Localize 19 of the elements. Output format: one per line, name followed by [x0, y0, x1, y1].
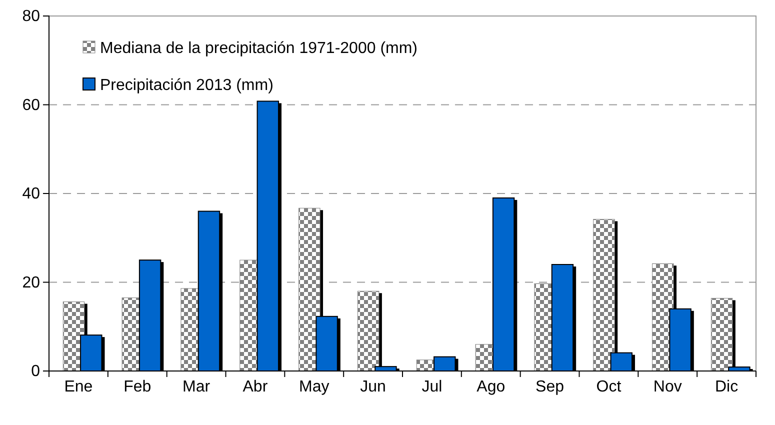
x-tick-label: Jun [360, 378, 386, 396]
legend-label: Mediana de la precipitación 1971-2000 (mm) [100, 40, 418, 57]
x-tick-label: Ene [64, 378, 93, 396]
legend-label: Precipitación 2013 (mm) [100, 77, 274, 94]
x-tick-label: Mar [182, 378, 211, 396]
x-tick-label: May [299, 378, 330, 396]
x-tick-label: Ago [476, 378, 506, 396]
x-tick-label: Feb [124, 378, 152, 396]
y-tick-label: 80 [22, 8, 40, 26]
y-tick-label: 40 [22, 186, 40, 203]
x-tick-label: Oct [596, 378, 622, 396]
x-tick-label: Jul [422, 378, 442, 396]
x-tick-label: Sep [536, 378, 564, 396]
x-tick-label: Nov [653, 378, 682, 396]
x-tick-label: Abr [242, 378, 268, 396]
x-tick-label: Dic [714, 378, 738, 396]
y-tick-label: 20 [22, 274, 40, 292]
y-tick-label: 60 [22, 96, 40, 114]
y-tick-label: 0 [31, 363, 40, 380]
